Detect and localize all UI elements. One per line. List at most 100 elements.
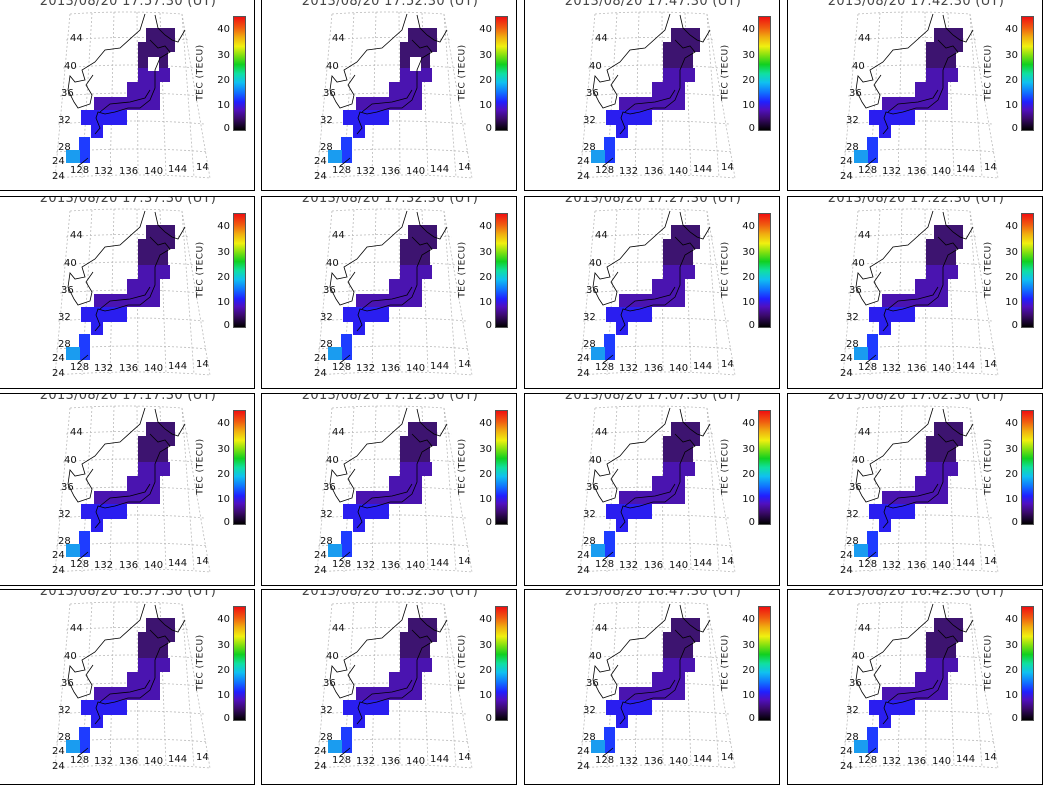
lon-label: 140 [144, 756, 164, 767]
colorbar-tick: 20 [217, 75, 230, 86]
tec-tile [926, 462, 958, 476]
lon-label: 24 [52, 368, 65, 379]
colorbar-tick: 40 [742, 614, 755, 625]
lon-label: 128 [858, 165, 878, 176]
lat-label: 28 [58, 536, 71, 547]
colorbar-tick: 0 [223, 320, 230, 331]
tec-map [316, 11, 473, 179]
lon-label: 14 [721, 359, 734, 370]
lon-label: 24 [840, 565, 853, 576]
tec-tile [138, 265, 170, 279]
lat-label: 32 [846, 509, 859, 520]
tec-tile [81, 700, 127, 715]
panel-timestamp: 2013/08/20 17:57:30 (UT) [39, 0, 217, 9]
colorbar-tick: 0 [1011, 713, 1018, 724]
colorbar-tick: 0 [223, 713, 230, 724]
colorbar-tick: 40 [479, 221, 492, 232]
colorbar-tick: 40 [1005, 221, 1018, 232]
tec-map [316, 208, 473, 376]
lat-label: 44 [595, 427, 608, 438]
tec-map [842, 208, 999, 376]
lat-label: 24 [840, 156, 853, 167]
coastline [67, 13, 186, 167]
colorbar [758, 410, 771, 525]
colorbar-tick: 10 [1005, 494, 1018, 505]
colorbar [233, 213, 246, 328]
colorbar-title: TEC (TECU) [983, 241, 994, 298]
colorbar-tick: 30 [742, 247, 755, 258]
lon-label: 24 [577, 565, 590, 576]
colorbar [758, 213, 771, 328]
lat-label: 28 [846, 339, 859, 350]
tec-tile [138, 658, 170, 672]
colorbar-title: TEC (TECU) [720, 241, 731, 298]
colorbar-title: TEC (TECU) [195, 44, 206, 101]
colorbar-tick: 30 [479, 640, 492, 651]
lon-label: 132 [356, 560, 376, 571]
lat-label: 32 [320, 509, 333, 520]
colorbar-tick: 30 [1005, 640, 1018, 651]
lon-label: 136 [644, 756, 664, 767]
coastline [67, 210, 186, 364]
tec-tiles [591, 28, 700, 163]
lat-label: 40 [64, 651, 77, 662]
colorbar-tick: 10 [1005, 100, 1018, 111]
tec-map-panel: 2013/08/20 17:22:30 (UT) 44 40 36 32 28 … [787, 196, 1043, 389]
lon-label: 144 [956, 361, 976, 372]
lat-label: 44 [70, 230, 83, 241]
lon-label: 136 [907, 560, 927, 571]
colorbar-tick: 10 [742, 690, 755, 701]
colorbar-tick: 20 [217, 665, 230, 676]
lon-label: 132 [882, 756, 902, 767]
lon-label: 140 [144, 560, 164, 571]
lat-label: 36 [323, 482, 336, 493]
lat-label: 36 [849, 88, 862, 99]
tec-tiles [328, 422, 437, 557]
tec-tile [606, 700, 652, 715]
panel-timestamp: 2013/08/20 16:42:30 (UT) [827, 589, 1005, 599]
colorbar-tick: 30 [479, 247, 492, 258]
colorbar-tick: 30 [1005, 50, 1018, 61]
lon-label: 140 [144, 363, 164, 374]
lat-label: 24 [840, 353, 853, 364]
lon-label: 24 [840, 368, 853, 379]
colorbar-tick: 0 [748, 713, 755, 724]
tec-tile [400, 462, 432, 476]
tec-tile [591, 347, 605, 360]
tec-tile [343, 110, 389, 125]
colorbar-title: TEC (TECU) [457, 438, 468, 495]
panel-timestamp: 2013/08/20 16:57:30 (UT) [39, 589, 217, 599]
lon-label: 14 [458, 556, 471, 567]
tec-tiles [66, 225, 175, 360]
tec-map [54, 601, 211, 769]
lon-label: 14 [196, 359, 209, 370]
lat-label: 24 [314, 156, 327, 167]
tec-tile [869, 504, 915, 519]
lon-label: 136 [644, 560, 664, 571]
colorbar-tick: 20 [479, 272, 492, 283]
lon-label: 24 [840, 171, 853, 182]
lat-label: 44 [595, 623, 608, 634]
tec-tile [79, 727, 90, 753]
lat-label: 44 [332, 623, 345, 634]
colorbar-tick: 20 [479, 75, 492, 86]
colorbar [233, 606, 246, 721]
colorbar-tick: 40 [1005, 24, 1018, 35]
tec-tile [66, 740, 80, 753]
tec-map-panel: 2013/08/20 17:02:30 (UT) 44 40 36 32 28 … [787, 393, 1043, 586]
panel-timestamp: 2013/08/20 17:47:30 (UT) [564, 0, 742, 9]
tec-tile [867, 727, 878, 753]
lat-label: 40 [589, 455, 602, 466]
colorbar-tick: 10 [479, 690, 492, 701]
lon-label: 136 [119, 560, 139, 571]
tec-tile [341, 334, 352, 360]
tec-tile [81, 504, 127, 519]
tec-tile [341, 137, 352, 163]
lon-label: 14 [721, 556, 734, 567]
lon-label: 140 [669, 363, 689, 374]
tec-tile [854, 150, 868, 163]
lon-label: 128 [70, 362, 90, 373]
lon-label: 128 [595, 165, 615, 176]
panel-timestamp: 2013/08/20 17:52:30 (UT) [301, 0, 479, 9]
tec-map [842, 601, 999, 769]
